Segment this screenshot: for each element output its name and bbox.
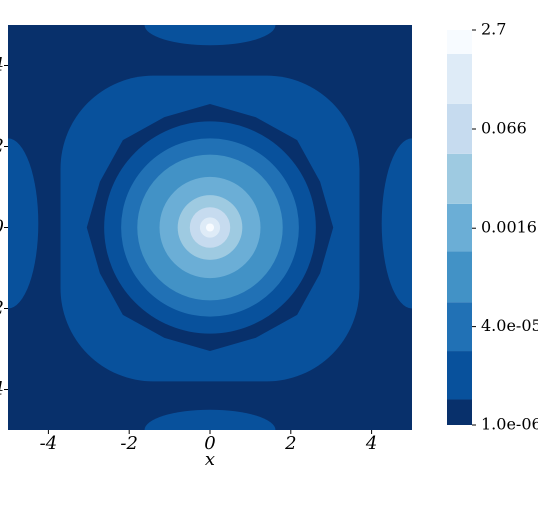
x-axis-label: x [205, 449, 215, 470]
colorbar-band [447, 203, 472, 252]
colorbar-band [447, 103, 472, 154]
y-tick-label: -2 [0, 298, 4, 319]
y-tick-label: 4 [0, 55, 4, 76]
colorbar-tick-label: 1.0e-06 [481, 415, 538, 434]
contour-region [144, 25, 276, 46]
contour-region [144, 409, 276, 430]
x-tick-label: -4 [40, 433, 58, 454]
plot-area [8, 25, 412, 430]
colorbar-band [447, 53, 472, 104]
y-tick-label: -4 [0, 379, 4, 400]
x-tick-label: 0 [204, 433, 215, 454]
colorbar-tick-label: 0.0016 [481, 218, 537, 237]
y-tick-label: 2 [0, 136, 4, 157]
colorbar-band [447, 251, 472, 303]
colorbar-band [447, 153, 472, 204]
x-tick-label: 4 [365, 433, 377, 454]
colorbar-tick-label: 2.7 [481, 20, 506, 39]
colorbar-band [447, 30, 472, 54]
colorbar-tick-label: 4.0e-05 [481, 316, 538, 335]
y-tick-label: 0 [0, 217, 4, 238]
colorbar-tick-label: 0.066 [481, 118, 527, 137]
contour-region [8, 138, 39, 309]
colorbar-band [447, 351, 472, 400]
axes: -4 -2 0 2 4 -4 -2 0 2 4 2.7 0.066 0.0016 4.0e-05 1.0e-… [0, 20, 538, 455]
colorbar-band [447, 302, 472, 352]
x-tick-label: -2 [120, 433, 138, 454]
contour-region [205, 223, 215, 232]
x-tick-label: 2 [284, 433, 296, 454]
colorbar-band [447, 399, 472, 425]
contour-region [381, 138, 412, 309]
